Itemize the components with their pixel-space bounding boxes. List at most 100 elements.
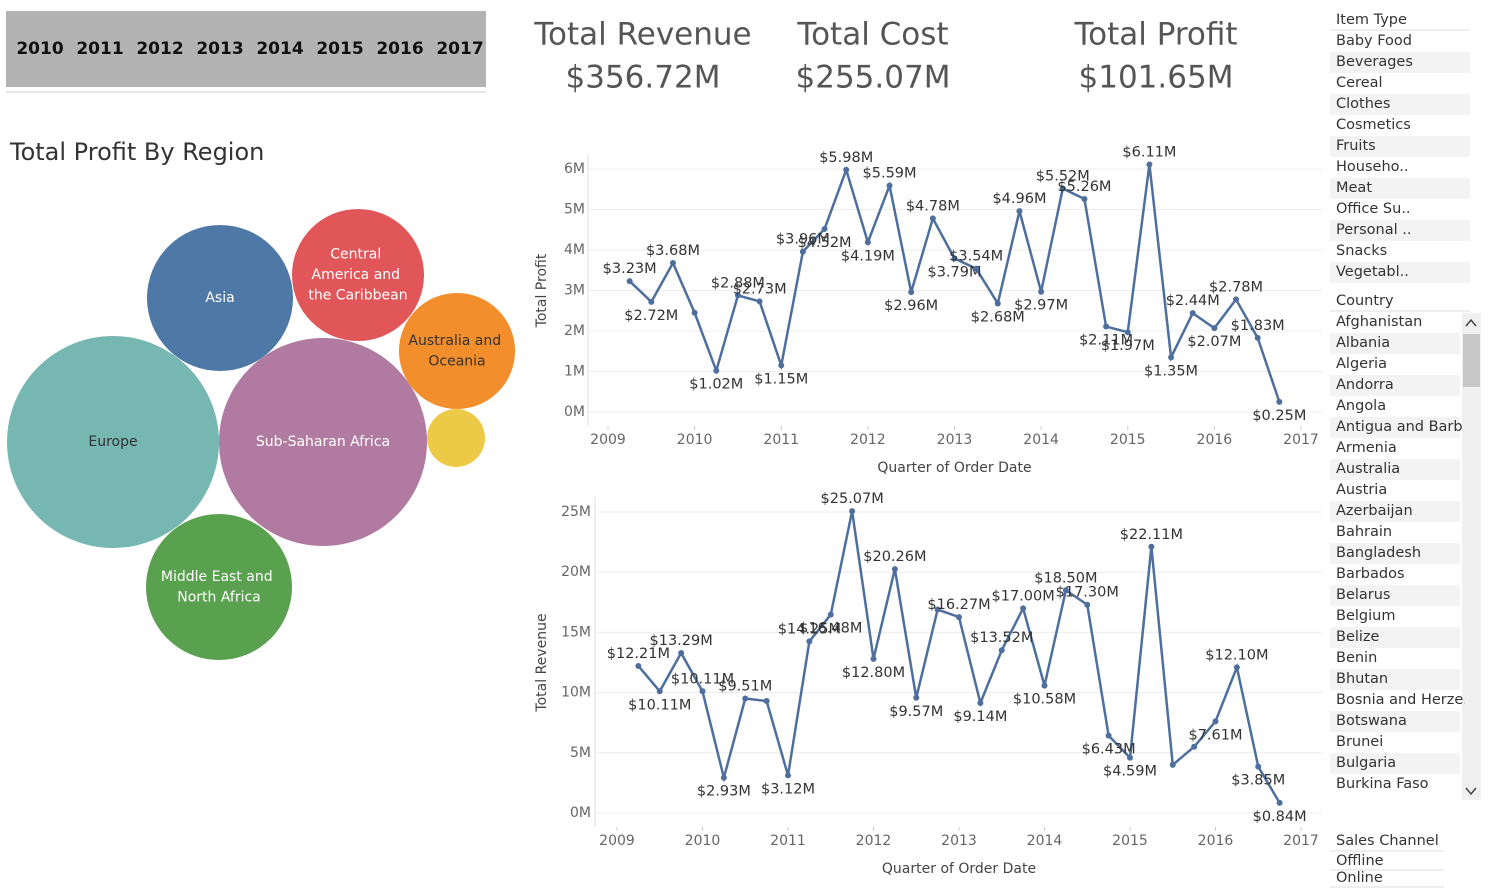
bubble[interactable] [7, 336, 219, 548]
point[interactable] [806, 638, 813, 645]
year-option[interactable]: 2015 [316, 39, 363, 59]
point[interactable] [1233, 664, 1240, 671]
point[interactable] [742, 695, 749, 702]
list-item[interactable]: Vegetabl.. [1336, 264, 1409, 280]
point[interactable] [821, 225, 828, 232]
point[interactable] [656, 688, 663, 695]
list-item[interactable]: Fruits [1336, 138, 1376, 154]
point[interactable] [864, 239, 871, 246]
point[interactable] [1211, 325, 1218, 332]
list-item[interactable]: Algeria [1336, 356, 1387, 372]
year-option[interactable]: 2011 [76, 39, 123, 59]
year-option[interactable]: 2010 [16, 39, 63, 59]
bubble[interactable] [427, 409, 485, 467]
list-item[interactable]: Bulgaria [1336, 755, 1396, 771]
list-item[interactable]: Offline [1336, 853, 1384, 869]
point[interactable] [648, 298, 655, 305]
list-item[interactable]: Antigua and Barb [1336, 419, 1463, 435]
point[interactable] [1168, 354, 1175, 361]
point[interactable] [891, 566, 898, 573]
point[interactable] [1254, 334, 1261, 341]
point[interactable] [1103, 323, 1110, 330]
list-item[interactable]: Cosmetics [1336, 117, 1411, 133]
point[interactable] [1146, 161, 1153, 168]
point[interactable] [1105, 732, 1112, 739]
point[interactable] [908, 289, 915, 296]
point[interactable] [870, 655, 877, 662]
bubble[interactable] [398, 292, 516, 410]
list-item[interactable]: Barbados [1336, 566, 1405, 582]
point[interactable] [635, 662, 642, 669]
point[interactable] [1124, 329, 1131, 336]
list-item[interactable]: Beverages [1336, 54, 1413, 70]
point[interactable] [1233, 296, 1240, 303]
point[interactable] [763, 698, 770, 705]
list-item[interactable]: Bosnia and Herze. [1336, 692, 1468, 708]
point[interactable] [973, 265, 980, 272]
point[interactable] [1081, 195, 1088, 202]
bubble[interactable] [218, 337, 428, 547]
scrollbar[interactable] [1462, 313, 1481, 800]
point[interactable] [1084, 601, 1091, 608]
list-item[interactable]: Azerbaijan [1336, 503, 1413, 519]
list-item[interactable]: Office Su.. [1336, 201, 1411, 217]
list-item[interactable]: Bahrain [1336, 524, 1392, 540]
list-item[interactable]: Bangladesh [1336, 545, 1421, 561]
bubble[interactable] [145, 513, 293, 661]
year-option[interactable]: 2012 [136, 39, 183, 59]
list-item[interactable]: Angola [1336, 398, 1386, 414]
list-item[interactable]: Online [1336, 870, 1383, 886]
year-option[interactable]: 2017 [436, 39, 483, 59]
point[interactable] [929, 215, 936, 222]
list-item[interactable]: Belarus [1336, 587, 1391, 603]
year-option[interactable]: 2013 [196, 39, 243, 59]
point[interactable] [1062, 587, 1069, 594]
list-item[interactable]: Albania [1336, 335, 1390, 351]
point[interactable] [998, 647, 1005, 654]
bubble[interactable] [291, 208, 425, 342]
point[interactable] [1255, 763, 1262, 770]
list-item[interactable]: Househo.. [1336, 159, 1408, 175]
point[interactable] [669, 259, 676, 266]
list-item[interactable]: Snacks [1336, 243, 1387, 259]
year-option[interactable]: 2014 [256, 39, 303, 59]
scroll-down[interactable] [1465, 787, 1477, 796]
list-item[interactable]: Andorra [1336, 377, 1394, 393]
point[interactable] [977, 699, 984, 706]
point[interactable] [713, 367, 720, 374]
list-item[interactable]: Clothes [1336, 96, 1390, 112]
point[interactable] [849, 508, 856, 515]
point[interactable] [827, 611, 834, 618]
point[interactable] [734, 292, 741, 299]
point[interactable] [720, 774, 727, 781]
point[interactable] [1169, 761, 1176, 768]
point[interactable] [799, 248, 806, 255]
list-item[interactable]: Cereal [1336, 75, 1383, 91]
scroll-up[interactable] [1465, 318, 1477, 327]
point[interactable] [913, 694, 920, 701]
point[interactable] [1127, 754, 1133, 761]
list-item[interactable]: Afghanistan [1336, 314, 1422, 330]
point[interactable] [1016, 208, 1023, 215]
list-item[interactable]: Austria [1336, 482, 1387, 498]
scroll-thumb[interactable] [1463, 334, 1480, 387]
year-option[interactable]: 2016 [376, 39, 423, 59]
point[interactable] [1212, 718, 1219, 725]
point[interactable] [1041, 682, 1048, 689]
point[interactable] [1038, 288, 1045, 295]
list-item[interactable]: Personal .. [1336, 222, 1411, 238]
list-item[interactable]: Burkina Faso [1336, 776, 1429, 792]
list-item[interactable]: Botswana [1336, 713, 1407, 729]
point[interactable] [678, 649, 685, 656]
list-item[interactable]: Armenia [1336, 440, 1397, 456]
point[interactable] [626, 278, 633, 285]
point[interactable] [886, 182, 893, 189]
point[interactable] [843, 166, 850, 173]
point[interactable] [1189, 310, 1196, 317]
list-item[interactable]: Australia [1336, 461, 1400, 477]
point[interactable] [934, 606, 941, 613]
list-item[interactable]: Meat [1336, 180, 1372, 196]
list-item[interactable]: Brunei [1336, 734, 1383, 750]
point[interactable] [1059, 185, 1066, 192]
point[interactable] [1148, 543, 1155, 550]
